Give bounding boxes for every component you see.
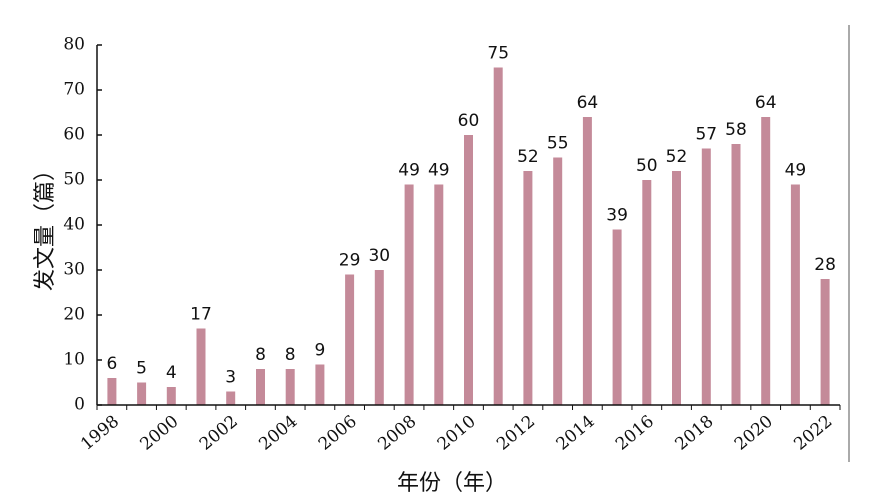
x-tick-label-2012: 2012 [493, 412, 539, 455]
data-label-2016: 50 [636, 156, 658, 176]
bar-2010 [464, 135, 473, 405]
y-tick-label-60: 60 [63, 125, 85, 145]
bar-2019 [731, 144, 741, 405]
x-tick-label-2000: 2000 [137, 412, 183, 455]
bar-2014 [582, 117, 592, 405]
data-label-2002: 3 [225, 368, 236, 388]
bar-2017 [672, 171, 681, 405]
data-label-2017: 52 [666, 147, 688, 167]
bar-2006 [345, 274, 355, 405]
y-tick-label-40: 40 [63, 215, 85, 235]
bar-2002 [226, 391, 236, 405]
data-label-2006: 29 [339, 251, 361, 271]
data-label-2022: 28 [814, 255, 836, 275]
data-label-2001: 17 [190, 305, 212, 325]
y-tick-label-80: 80 [63, 35, 85, 55]
bar-2007 [374, 270, 384, 405]
bar-2008 [404, 184, 414, 405]
bar-1998 [107, 378, 117, 405]
bar-2012 [523, 171, 533, 405]
x-tick-label-2010: 2010 [434, 412, 480, 455]
x-axis: 1998 2000 2002 2004 2006 2008 2010 2012 2014 2016… [77, 404, 841, 455]
y-tick-label-0: 0 [74, 395, 85, 415]
bar-2000 [166, 387, 176, 405]
x-tick-label-2022: 2022 [790, 412, 836, 455]
data-label-2009: 49 [428, 161, 450, 181]
bar-2003 [256, 369, 265, 405]
y-tick-label-70: 70 [63, 80, 85, 100]
data-label-1998: 6 [106, 354, 117, 374]
x-tick-label-2004: 2004 [255, 412, 301, 455]
bar-2001 [196, 328, 206, 405]
data-label-2008: 49 [398, 161, 420, 181]
y-axis: 0 10 20 30 40 50 60 70 80 [63, 35, 102, 415]
bar-2004 [285, 369, 295, 405]
x-tick-label-2020: 2020 [731, 412, 777, 455]
data-label-2018: 57 [695, 125, 717, 145]
y-tick-label-20: 20 [63, 305, 85, 325]
x-axis-title: 年份（年） [397, 471, 507, 496]
data-label-2021: 49 [785, 161, 807, 181]
bar-1999 [137, 382, 147, 405]
bar-2022 [820, 279, 830, 405]
data-label-2014: 64 [577, 93, 599, 113]
x-tick-label-1998: 1998 [77, 412, 123, 455]
x-tick-label-2018: 2018 [672, 412, 718, 455]
data-label-2011: 75 [487, 44, 509, 64]
data-label-2019: 58 [725, 120, 747, 140]
data-label-2020: 64 [755, 93, 777, 113]
bar-2013 [553, 157, 563, 405]
bar-2021 [790, 184, 800, 405]
y-tick-label-10: 10 [63, 350, 85, 370]
bar-2020 [761, 117, 771, 405]
data-label-2000: 4 [166, 363, 177, 383]
data-label-2013: 55 [547, 134, 569, 154]
x-tick-label-2006: 2006 [315, 412, 361, 455]
bar-2005 [315, 364, 325, 405]
y-tick-label-50: 50 [63, 170, 85, 190]
data-label-2010: 60 [458, 111, 480, 131]
data-label-2007: 30 [368, 246, 390, 266]
bar-2015 [612, 229, 622, 405]
y-axis-title: 发文量（篇） [33, 159, 58, 291]
x-tick-label-2014: 2014 [553, 412, 599, 455]
data-label-2015: 39 [606, 206, 628, 226]
bar-2009 [434, 184, 444, 405]
data-label-1999: 5 [136, 359, 147, 379]
bar-2016 [642, 180, 652, 405]
data-label-2004: 8 [285, 345, 296, 365]
data-label-2003: 8 [255, 345, 266, 365]
x-tick-label-2002: 2002 [196, 412, 242, 455]
bars [107, 67, 830, 405]
bar-2011 [493, 67, 503, 405]
x-tick-label-2016: 2016 [612, 412, 658, 455]
data-label-2005: 9 [314, 341, 325, 361]
y-tick-label-30: 30 [63, 260, 85, 280]
bar-2018 [701, 148, 711, 405]
data-label-2012: 52 [517, 147, 539, 167]
x-tick-label-2008: 2008 [374, 412, 420, 455]
